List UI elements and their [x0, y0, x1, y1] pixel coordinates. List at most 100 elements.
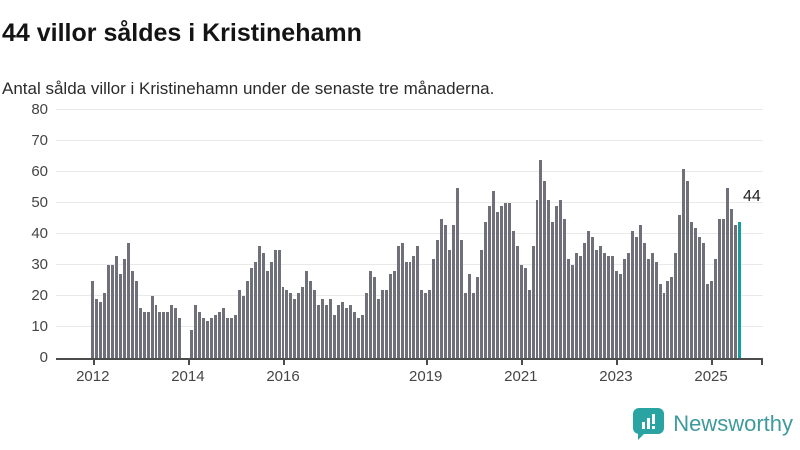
bar: [253, 261, 257, 358]
y-axis-label: 10: [31, 318, 48, 335]
bar: [551, 221, 555, 358]
newsworthy-logo[interactable]: Newsworthy: [633, 406, 793, 442]
bar: [523, 268, 527, 358]
bar: [194, 305, 198, 358]
bar: [91, 280, 94, 358]
bar: [702, 243, 706, 358]
bar: [587, 230, 591, 358]
x-axis-tick: [425, 358, 428, 365]
bar: [559, 199, 563, 358]
bar: [273, 249, 277, 358]
bar: [122, 258, 126, 358]
bar: [448, 249, 452, 358]
bar: [515, 246, 519, 358]
bar: [333, 314, 337, 358]
bars-container: [91, 110, 741, 358]
bar: [134, 280, 138, 358]
bar: [674, 252, 678, 358]
bar: [249, 268, 253, 358]
bar: [733, 224, 737, 358]
bar: [535, 199, 539, 358]
bar: [277, 249, 281, 358]
y-axis-label: 50: [31, 194, 48, 211]
page-title: 44 villor såldes i Kristinehamn: [2, 18, 362, 47]
bar: [706, 283, 710, 358]
bar: [472, 292, 475, 358]
bar: [646, 258, 650, 358]
bar: [94, 299, 98, 358]
bar: [146, 311, 150, 358]
bar: [166, 311, 170, 358]
bar: [170, 305, 174, 358]
bar: [722, 218, 725, 358]
bar: [317, 305, 321, 358]
gridline: [56, 140, 763, 141]
bar: [511, 230, 515, 358]
bar-chart-bubble-icon: [633, 407, 665, 441]
bar: [495, 212, 499, 358]
bar: [638, 224, 642, 358]
bar: [285, 289, 289, 358]
bar: [225, 317, 229, 358]
x-axis-label: 2019: [409, 368, 443, 385]
gridline: [56, 109, 763, 110]
bar: [305, 271, 309, 358]
bar: [614, 271, 618, 358]
gridline: [56, 202, 763, 203]
bar: [432, 258, 436, 358]
bar: [269, 261, 273, 358]
bar: [602, 252, 606, 358]
bar: [106, 265, 110, 358]
bar: [444, 224, 448, 358]
bar: [241, 296, 245, 358]
bar: [329, 299, 333, 358]
bar: [245, 280, 249, 358]
bar: [110, 265, 114, 358]
bar: [527, 289, 531, 358]
y-axis-labels: 0 10 20 30 40 50 60 70 80: [0, 101, 48, 366]
bar: [698, 237, 702, 358]
x-axis-label: 2012: [76, 368, 110, 385]
bar: [257, 246, 261, 358]
bar: [261, 252, 265, 358]
x-axis-label: 2023: [599, 368, 633, 385]
bar: [654, 261, 658, 358]
bar: [396, 246, 400, 358]
bar: [622, 258, 626, 358]
x-axis-tick: [520, 358, 523, 365]
bar: [420, 289, 424, 358]
bar: [690, 221, 694, 358]
x-axis-line: [56, 358, 763, 360]
plot-area: 2012 2014 2016 2019 2021 2023 2025 44: [56, 109, 763, 385]
bar: [606, 255, 610, 358]
bar: [376, 299, 380, 358]
bar: [364, 292, 368, 358]
bar: [325, 305, 329, 358]
x-axis-label: 2021: [504, 368, 538, 385]
x-axis-label: 2025: [694, 368, 728, 385]
bar: [575, 252, 579, 358]
brand-name: Newsworthy: [673, 411, 793, 436]
bar: [436, 240, 440, 358]
bar: [206, 320, 210, 358]
bar: [487, 206, 491, 358]
bar: [198, 311, 202, 358]
bar: [118, 274, 122, 358]
x-axis-tick: [283, 358, 286, 365]
bar: [563, 218, 567, 358]
bar: [718, 218, 722, 358]
bar: [682, 168, 686, 358]
bar: [491, 190, 495, 358]
bar: [503, 203, 507, 358]
bar: [297, 292, 301, 358]
bar: [678, 215, 682, 358]
y-axis-label: 70: [31, 132, 48, 149]
bar: [610, 255, 614, 358]
bar: [341, 302, 344, 358]
bar: [301, 286, 305, 358]
x-axis-tick: [615, 358, 618, 365]
bar: [599, 246, 602, 358]
bar: [380, 289, 384, 358]
bar: [583, 243, 587, 358]
bar: [519, 265, 523, 358]
